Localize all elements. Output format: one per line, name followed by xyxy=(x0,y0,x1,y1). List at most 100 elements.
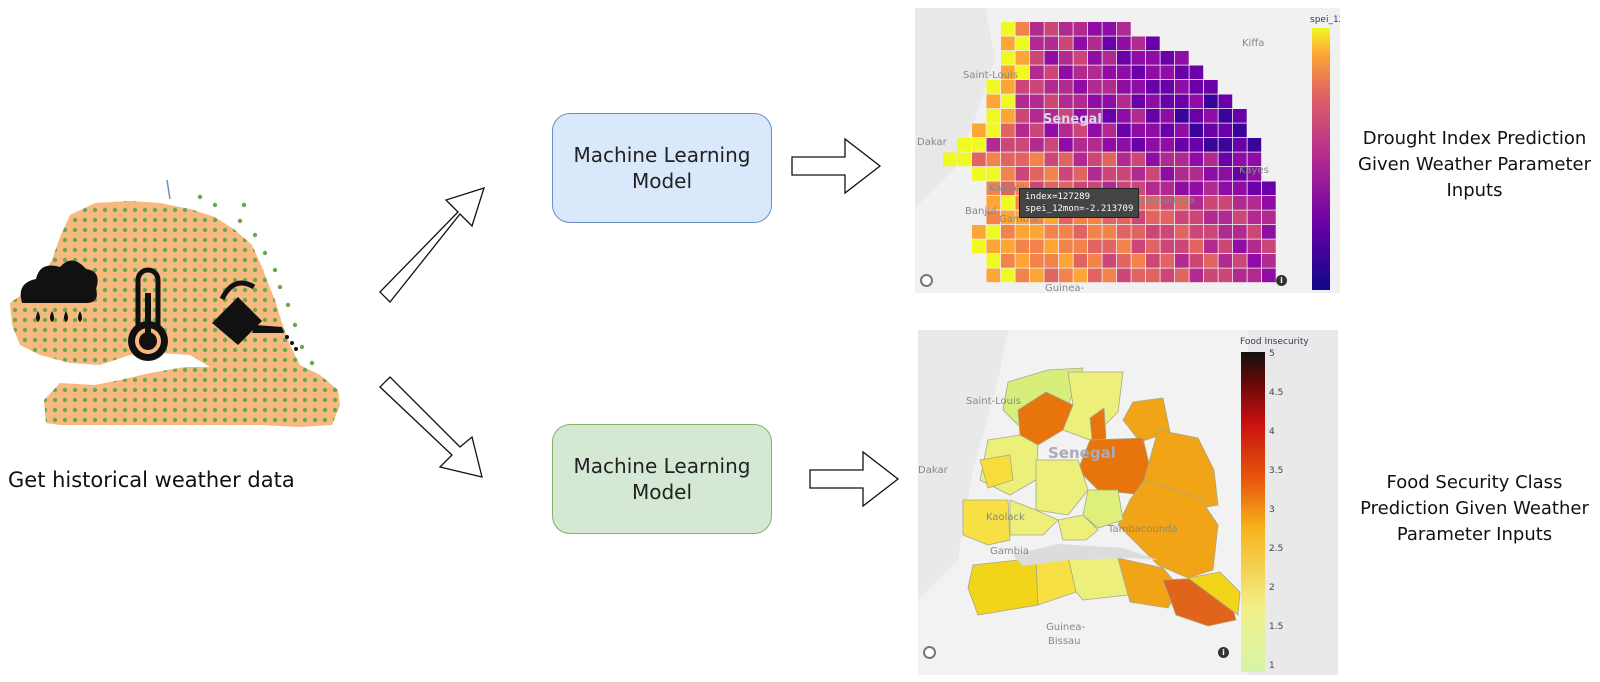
spei-grid-cell xyxy=(1247,268,1262,283)
food-security-map[interactable]: Food Insecurity 5 4.5 4 3.5 3 2.5 2 1.5 1 Senega… xyxy=(918,330,1338,675)
spei-grid-cell xyxy=(1044,239,1059,254)
place-tambacounda: Tambacounda xyxy=(1124,195,1195,206)
place-dakar: Dakar xyxy=(918,465,949,476)
spei-grid-cell xyxy=(1262,225,1276,239)
spei-grid-cell xyxy=(1044,123,1059,138)
spei-grid-cell xyxy=(1059,268,1073,283)
spei-grid-cell xyxy=(1015,94,1030,109)
spei-grid-cell xyxy=(1088,123,1102,138)
spei-grid-cell xyxy=(1102,22,1117,36)
spei-grid-cell xyxy=(1146,123,1160,138)
spei-grid-cell xyxy=(1131,123,1146,138)
spei-grid-cell xyxy=(1175,94,1189,109)
map-zoom-icon[interactable] xyxy=(923,646,936,659)
spei-grid-cell xyxy=(1131,254,1146,268)
spei-grid-cell xyxy=(972,167,986,181)
place-kayes: Kayes xyxy=(1239,165,1269,176)
spei-grid-cell xyxy=(1146,254,1160,268)
map-zoom-icon[interactable] xyxy=(920,274,933,287)
food-colorbar-tick: 5 xyxy=(1269,349,1275,359)
spei-grid-cell xyxy=(1015,80,1030,94)
spei-grid-cell xyxy=(1204,152,1218,167)
spei-grid-cell xyxy=(1088,51,1102,65)
spei-grid-cell xyxy=(1160,109,1175,123)
spei-grid-cell xyxy=(1146,239,1160,254)
spei-grid-cell xyxy=(1044,109,1059,123)
spei-grid-cell xyxy=(1146,196,1160,210)
spei-grid-cell xyxy=(1175,80,1189,94)
spei-grid-cell xyxy=(986,138,1001,152)
ml-model-label-line1: Machine Learning xyxy=(573,454,751,478)
spei-grid-cell xyxy=(1088,254,1102,268)
spei-grid-cell xyxy=(1204,80,1218,94)
spei-grid-cell xyxy=(1247,167,1262,181)
spei-grid-cell xyxy=(1204,196,1218,210)
drought-country-label: Senegal xyxy=(1043,112,1102,127)
spei-grid-cell xyxy=(986,181,1001,196)
spei-grid-cell xyxy=(1247,225,1262,239)
spei-grid-cell xyxy=(1044,138,1059,152)
spei-grid-cell xyxy=(1044,22,1059,36)
food-colorbar-tick: 1 xyxy=(1269,661,1275,671)
spei-grid-cell xyxy=(1044,51,1059,65)
spei-grid-cell xyxy=(1189,239,1204,254)
place-gambia: Gambia xyxy=(990,546,1029,557)
spei-grid-cell xyxy=(1059,167,1073,181)
spei-grid-cell xyxy=(1088,138,1102,152)
spei-grid-cell xyxy=(1160,65,1175,80)
spei-grid-cell xyxy=(1131,225,1146,239)
spei-grid-cell xyxy=(1117,22,1131,36)
spei-grid-cell xyxy=(1247,239,1262,254)
spei-grid-cell xyxy=(1204,254,1218,268)
spei-grid-cell xyxy=(1146,167,1160,181)
arrow-right-top xyxy=(791,137,882,195)
tooltip-spei-value: spei_12mon=-2.213709 xyxy=(1025,204,1134,214)
food-colorbar-tick: 4 xyxy=(1269,427,1275,437)
spei-grid-cell xyxy=(1001,51,1015,65)
food-colorbar-tick: 3 xyxy=(1269,505,1275,515)
thermometer-icon xyxy=(128,267,168,361)
spei-grid-cell xyxy=(1088,225,1102,239)
spei-grid-cell xyxy=(1102,109,1117,123)
spei-grid-cell xyxy=(1073,239,1088,254)
spei-grid-cell xyxy=(1204,94,1218,109)
info-icon[interactable]: i xyxy=(1218,647,1229,658)
spei-grid-cell xyxy=(1218,167,1233,181)
spei-grid-cell xyxy=(1073,22,1088,36)
food-colorbar-tick: 3.5 xyxy=(1269,466,1283,476)
spei-grid-cell xyxy=(1117,65,1131,80)
info-icon[interactable]: i xyxy=(1276,275,1287,286)
spei-grid-cell xyxy=(1262,254,1276,268)
spei-grid-cell xyxy=(1146,80,1160,94)
spei-grid-cell xyxy=(1044,254,1059,268)
spei-grid-cell xyxy=(1102,65,1117,80)
spei-grid-cell xyxy=(1001,196,1015,210)
spei-grid-cell xyxy=(1189,94,1204,109)
spei-grid-cell xyxy=(1102,268,1117,283)
spei-grid-cell xyxy=(1160,94,1175,109)
spei-grid-cell xyxy=(1189,123,1204,138)
watering-can-icon xyxy=(212,280,298,351)
spei-grid-cell xyxy=(1030,94,1044,109)
spei-grid-cell xyxy=(1247,196,1262,210)
spei-grid-cell xyxy=(1001,123,1015,138)
spei-grid-cell xyxy=(986,109,1001,123)
spei-grid-cell xyxy=(1262,210,1276,225)
spei-grid-cell xyxy=(1204,210,1218,225)
spei-grid-cell xyxy=(1189,268,1204,283)
spei-grid-cell xyxy=(1233,123,1247,138)
spei-grid-cell xyxy=(1189,225,1204,239)
ml-model-label-line2: Model xyxy=(631,169,693,193)
spei-grid-cell xyxy=(1117,268,1131,283)
spei-grid-cell xyxy=(1059,225,1073,239)
spei-grid-cell xyxy=(1262,268,1276,283)
drought-index-map[interactable]: spei_12 Senegal Dakar Saint-Louis Kaolac… xyxy=(915,8,1340,293)
spei-grid-cell xyxy=(1189,80,1204,94)
spei-grid-cell xyxy=(1146,51,1160,65)
spei-grid-cell xyxy=(1218,225,1233,239)
spei-grid-cell xyxy=(1001,210,1015,225)
spei-grid-cell xyxy=(1146,36,1160,51)
spei-grid-cell xyxy=(972,152,986,167)
spei-grid-cell xyxy=(1030,268,1044,283)
spei-grid-cell xyxy=(1218,94,1233,109)
